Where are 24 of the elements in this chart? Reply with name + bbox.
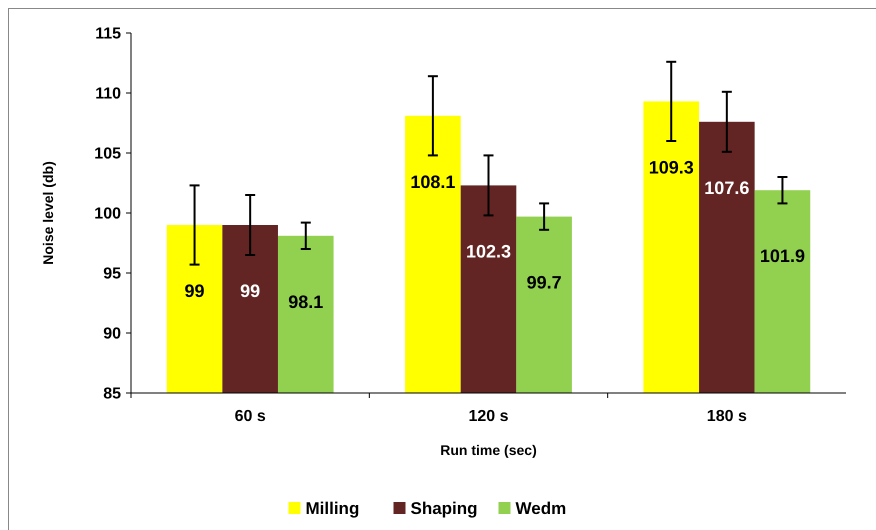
legend-label: Shaping: [410, 498, 478, 518]
data-label: 99.7: [526, 272, 562, 293]
x-tick-label: 120 s: [468, 408, 509, 425]
data-label: 109.3: [648, 157, 694, 178]
y-tick-label: 90: [103, 326, 122, 343]
data-label: 99: [184, 281, 205, 301]
x-axis-title: Run time (sec): [440, 442, 537, 458]
data-label: 99: [240, 281, 260, 301]
y-tick-label: 105: [94, 146, 122, 163]
y-tick-label: 85: [103, 386, 122, 403]
y-tick-label: 110: [95, 86, 122, 103]
y-axis-title: Noise level (db): [40, 161, 56, 265]
data-label: 102.3: [466, 241, 512, 262]
data-label: 107.6: [704, 178, 750, 198]
data-label: 101.9: [760, 246, 805, 266]
y-tick-label: 100: [94, 206, 122, 223]
data-label: 108.1: [410, 172, 456, 192]
legend-label: Wedm: [516, 498, 566, 518]
y-tick-label: 95: [103, 266, 122, 283]
data-label: 98.1: [288, 292, 324, 312]
y-tick-label: 115: [95, 26, 122, 43]
x-tick-label: 60 s: [234, 408, 266, 425]
legend-label: Milling: [306, 498, 360, 518]
x-tick-label: 180 s: [706, 408, 747, 425]
